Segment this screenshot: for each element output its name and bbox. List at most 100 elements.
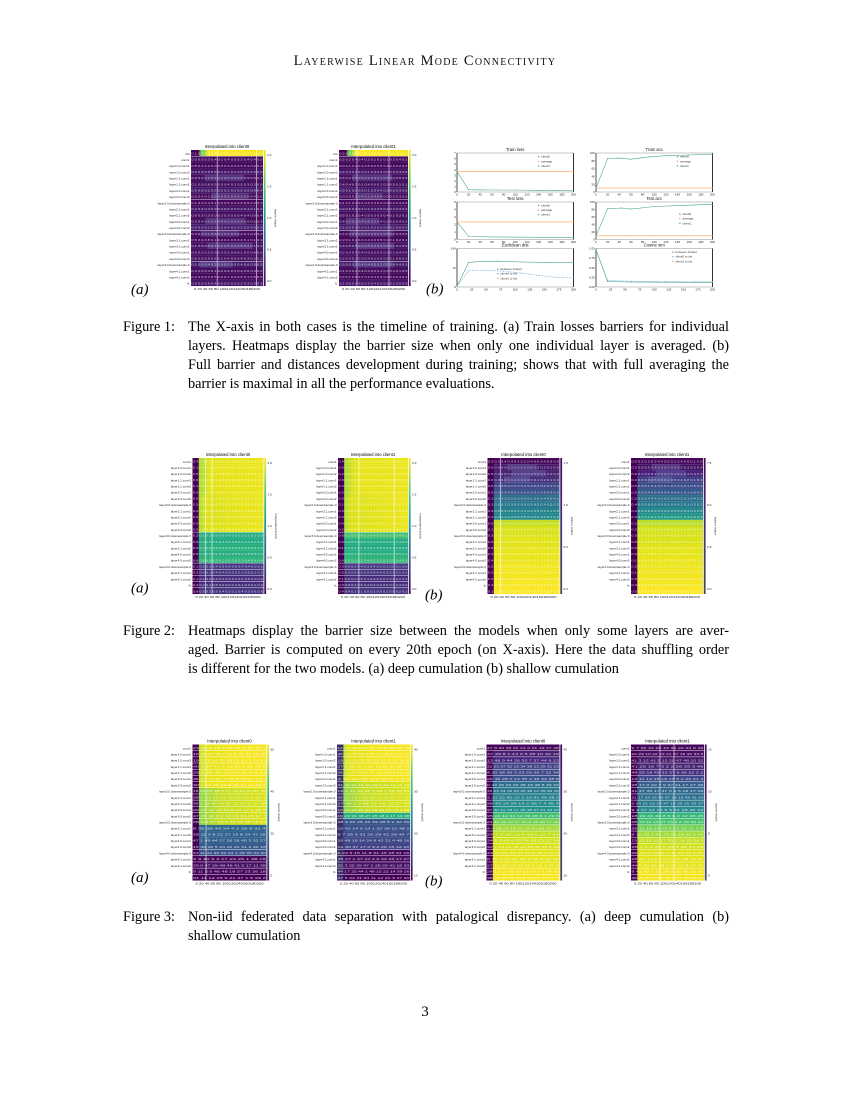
svg-text:conv1: conv1 [183, 746, 192, 750]
svg-text:barrier (train): barrier (train) [570, 517, 574, 535]
svg-text:38 43 14 24 14 2 36 7 4 45 4: 38 43 14 24 14 2 36 7 4 45 4 [487, 802, 560, 806]
svg-text:0.0 0.3 0.4 0.3 0.2 0.6 0.2 0.: 0.0 0.3 0.4 0.3 0.2 0.6 0.2 0.3 0.5 0.1 … [631, 589, 703, 593]
svg-text:layer2.0.conv2: layer2.0.conv2 [466, 497, 486, 501]
svg-text:2.5: 2.5 [707, 545, 712, 549]
svg-text:layer1.0.conv1: layer1.0.conv1 [315, 753, 335, 757]
svg-text:layer3.0.conv2: layer3.0.conv2 [171, 528, 191, 532]
svg-text:1.5: 1.5 [267, 185, 272, 189]
svg-text:0.5 0.3 0.6 0.0 0.1 0.0 0.2 0.: 0.5 0.3 0.6 0.0 0.1 0.0 0.2 0.0 0.2 0.2 … [488, 472, 560, 476]
svg-text:layer4.0.conv1: layer4.0.conv1 [465, 839, 485, 843]
svg-text:150: 150 [681, 288, 686, 292]
svg-text:layer2.0.conv1: layer2.0.conv1 [609, 491, 629, 495]
svg-text:0 20 40 60 80 1001201401601802: 0 20 40 60 80 100120140160180200 [634, 595, 700, 599]
svg-text:0.1 0.2 0.2 0.5 0.1 0.2 0.2 0.: 0.1 0.2 0.2 0.5 0.1 0.2 0.2 0.1 0.2 0.1 … [338, 577, 408, 581]
svg-text:layer1.1.conv2: layer1.1.conv2 [171, 485, 191, 489]
svg-text:Euclidean dist: Euclidean dist [502, 243, 530, 248]
svg-text:conv1: conv1 [329, 158, 338, 162]
svg-text:0.0 0.1 0.2 0.4 0.5 0.2 0.5 0.: 0.0 0.1 0.2 0.4 0.5 0.2 0.5 0.4 0.3 0.2 … [339, 164, 408, 168]
svg-text:46 43 45 48 4 15 12 30 24 17 4: 46 43 45 48 4 15 12 30 24 17 41 [337, 752, 410, 756]
svg-text:0.3 0.3 0.3 0.2 0.1 0.4 0.5 0.: 0.3 0.3 0.3 0.2 0.1 0.4 0.5 0.0 0.1 0.5 … [338, 509, 408, 513]
svg-text:layer4.1.conv1: layer4.1.conv1 [317, 269, 337, 273]
svg-text:layer1.0.conv2: layer1.0.conv2 [609, 759, 629, 763]
svg-text:0.0 0.0 0.5 0.2 0.0 0.3 0.6 0.: 0.0 0.0 0.5 0.2 0.0 0.3 0.6 0.3 0.2 0.1 … [488, 466, 560, 470]
svg-text:0.5 0.6 0.4 0.1 0.3 0.2 0.2 0.: 0.5 0.6 0.4 0.1 0.3 0.2 0.2 0.0 0.4 0.5 … [488, 521, 560, 525]
svg-text:layer3.0.downsample.0: layer3.0.downsample.0 [305, 534, 337, 538]
svg-text:1.0: 1.0 [412, 524, 417, 528]
svg-text:0.1 0.1 0.1 0.4 0.5 0.2 0.2 0.: 0.1 0.1 0.1 0.4 0.5 0.2 0.2 0.2 0.2 0.3 … [339, 201, 408, 205]
svg-text:0.5 0.1 0.4 0.1 0.0 0.5 0.1 0.: 0.5 0.1 0.4 0.1 0.0 0.5 0.1 0.1 0.6 0.5 … [193, 472, 264, 476]
svg-text:layer4.1.conv1: layer4.1.conv1 [609, 858, 629, 862]
svg-text:18 33 29 38 4 17 43 29 22 20 4: 18 33 29 38 4 17 43 29 22 20 49 [193, 789, 267, 793]
svg-text:conv1: conv1 [478, 460, 487, 464]
svg-text:layer1.1.conv2: layer1.1.conv2 [171, 771, 191, 775]
svg-text:39 0 47 29 48 49 41 5 17 11 38: 39 0 47 29 48 49 41 5 17 11 38 [193, 863, 267, 867]
svg-text:0.3 0.4 0.0 0.6 0.0 0.4 0.5 0.: 0.3 0.4 0.0 0.6 0.0 0.4 0.5 0.0 0.5 0.2 … [193, 490, 264, 494]
svg-text:barrier (train): barrier (train) [418, 209, 422, 227]
svg-text:100: 100 [590, 151, 595, 155]
svg-text:layer2.0.conv1: layer2.0.conv1 [317, 189, 337, 193]
svg-text:layer1.1.conv2: layer1.1.conv2 [169, 183, 189, 187]
svg-text:layer2.0.conv2: layer2.0.conv2 [609, 783, 629, 787]
svg-text:0.4 0.5 0.5 0.2 0.5 0.2 0.3 0.: 0.4 0.5 0.5 0.2 0.5 0.2 0.3 0.4 0.1 0.1 … [339, 244, 408, 248]
svg-text:29 7 3 39 13 8 40 6 11 7 44: 29 7 3 39 13 8 40 6 11 7 44 [487, 833, 560, 837]
svg-text:40: 40 [591, 223, 595, 227]
svg-text:0.5 0.3 0.5 0.1 0.2 0.4 0.5 0.: 0.5 0.3 0.5 0.1 0.2 0.4 0.5 0.3 0.1 0.1 … [191, 238, 263, 242]
svg-text:3 20 22 40 22 2 10 41 44 28 3: 3 20 22 40 22 2 10 41 44 28 3 [487, 795, 560, 799]
svg-text:0.2 0.0 0.0 0.3 0.4 0.5 0.1 0.: 0.2 0.0 0.0 0.3 0.4 0.5 0.1 0.3 0.2 0.4 … [338, 527, 408, 531]
svg-text:between (interp): between (interp) [500, 267, 522, 271]
svg-text:layer2.0.conv2: layer2.0.conv2 [317, 195, 337, 199]
svg-text:1.5: 1.5 [564, 461, 569, 465]
svg-text:(b): (b) [425, 874, 443, 890]
svg-text:0.6 0.0 0.3 0.3 0.5 0.2 0.1 0.: 0.6 0.0 0.3 0.3 0.5 0.2 0.1 0.2 0.1 0.3 … [488, 540, 560, 544]
svg-text:layer4.1.conv2: layer4.1.conv2 [171, 577, 191, 581]
svg-text:layer4.1.conv1: layer4.1.conv1 [466, 571, 486, 575]
svg-text:layer2.1.conv1: layer2.1.conv1 [169, 207, 189, 211]
svg-text:0.0: 0.0 [412, 279, 417, 283]
svg-text:0.3 0.2 0.2 0.4 0.4 0.5 0.4 0.: 0.3 0.2 0.2 0.4 0.4 0.5 0.4 0.6 0.5 0.6 … [191, 176, 263, 180]
svg-text:layer2.1.conv1: layer2.1.conv1 [609, 509, 629, 513]
svg-text:layer2.0.downsample.0: layer2.0.downsample.0 [598, 503, 630, 507]
svg-text:100: 100 [513, 193, 518, 197]
svg-text:19 37 5 14 33 36 21 4 13 10 14: 19 37 5 14 33 36 21 4 13 10 14 [193, 758, 267, 762]
svg-text:layer1.0.conv2: layer1.0.conv2 [316, 472, 336, 476]
svg-text:layer2.0.downsample.0: layer2.0.downsample.0 [158, 201, 190, 205]
svg-text:26 46 28 0 14 35 3 48 34 38 8: 26 46 28 0 14 35 3 48 34 38 8 [487, 777, 560, 781]
svg-text:40: 40 [591, 175, 595, 179]
svg-text:layer3.1.conv2: layer3.1.conv2 [609, 546, 629, 550]
svg-text:fc: fc [335, 282, 338, 286]
svg-text:0.5: 0.5 [267, 248, 272, 252]
svg-text:layer3.1.conv2: layer3.1.conv2 [316, 546, 336, 550]
svg-text:layer4.1.conv2: layer4.1.conv2 [609, 864, 629, 868]
svg-text:layer2.1.conv1: layer2.1.conv1 [315, 796, 335, 800]
svg-text:Interpolated into client1: Interpolated into client1 [645, 452, 690, 457]
svg-text:4 4 18 23 18 11 22 44 46 31 12: 4 4 18 23 18 11 22 44 46 31 12 [487, 826, 560, 830]
svg-text:44 0 30 45 38 6 36 37 8 32 31: 44 0 30 45 38 6 36 37 8 32 31 [631, 863, 704, 867]
svg-text:client1: client1 [541, 213, 550, 217]
svg-text:layer3.0.downsample.0: layer3.0.downsample.0 [453, 821, 485, 825]
svg-text:0.5 0.5 0.2 0.4 0.4 0.5 0.2 0.: 0.5 0.5 0.2 0.4 0.4 0.5 0.2 0.5 0.6 0.4 … [339, 263, 408, 267]
svg-text:average: average [680, 159, 691, 163]
svg-text:layer4.0.conv1: layer4.0.conv1 [169, 251, 189, 255]
svg-text:layer3.0.conv1: layer3.0.conv1 [315, 808, 335, 812]
svg-text:0.6 0.2 0.0 0.4 0.1 0.4 0.3 0.: 0.6 0.2 0.0 0.4 0.1 0.4 0.3 0.5 0.3 0.4 … [338, 534, 408, 538]
svg-text:13 48 9 44 26 33 7 37 44 9 23: 13 48 9 44 26 33 7 37 44 9 23 [487, 758, 560, 762]
svg-text:layer3.0.conv1: layer3.0.conv1 [171, 808, 191, 812]
svg-text:layer2.1.conv2: layer2.1.conv2 [317, 214, 337, 218]
svg-text:200: 200 [571, 193, 576, 197]
svg-text:0.1 0.2 0.5 0.0 0.5 0.4 0.3 0.: 0.1 0.2 0.5 0.0 0.5 0.4 0.3 0.2 0.5 0.5 … [338, 503, 408, 507]
svg-text:layer4.0.conv1: layer4.0.conv1 [171, 839, 191, 843]
svg-text:15: 15 [708, 748, 712, 752]
svg-text:0.5: 0.5 [564, 545, 569, 549]
svg-text:0.2 0.6 0.1 0.2 0.5 0.0 0.5 0.: 0.2 0.6 0.1 0.2 0.5 0.0 0.5 0.2 0.0 0.2 … [631, 521, 703, 525]
svg-text:0.4 0.0 0.3 0.5 0.6 0.2 0.5 0.: 0.4 0.0 0.3 0.5 0.6 0.2 0.5 0.4 0.6 0.1 … [631, 478, 703, 482]
svg-text:0.1 0.5 0.5 0.1 0.2 0.5 0.4 0.: 0.1 0.5 0.5 0.1 0.2 0.5 0.4 0.5 0.2 0.1 … [191, 244, 263, 248]
svg-text:0.1 0.0 0.3 0.2 0.1 0.2 0.2 0.: 0.1 0.0 0.3 0.2 0.1 0.2 0.2 0.5 0.1 0.6 … [339, 226, 408, 230]
svg-text:full: full [186, 152, 190, 156]
svg-text:200: 200 [571, 288, 576, 292]
svg-text:layer4.0.conv2: layer4.0.conv2 [169, 257, 189, 261]
svg-text:39 11 18 14 43 0 15 32 31 0 5: 39 11 18 14 43 0 15 32 31 0 5 [631, 826, 704, 830]
svg-text:layer1.1.conv2: layer1.1.conv2 [317, 183, 337, 187]
svg-text:9 11 5 6 46 48 18 37 23 26 18: 9 11 5 6 46 48 18 37 23 26 18 [193, 870, 267, 874]
svg-text:Interpolated into client0: Interpolated into client0 [205, 144, 250, 149]
svg-text:47 9 32 39 32 21 0 21 19 47 48: 47 9 32 39 32 21 0 21 19 47 48 [487, 746, 560, 750]
